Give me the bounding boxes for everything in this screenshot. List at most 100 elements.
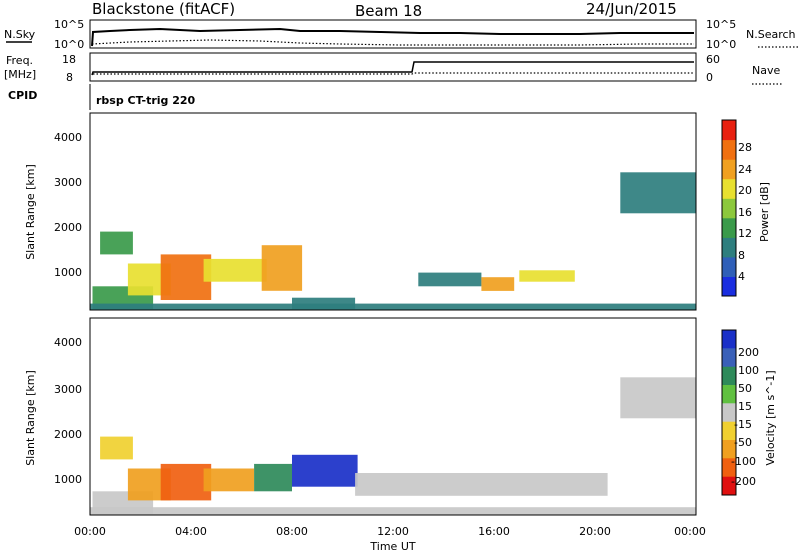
power-colorbar-swatch-0: [722, 276, 736, 297]
velocity-colorbar-swatch-0: [722, 330, 736, 349]
power-ytick-3000: 3000: [54, 176, 82, 189]
velocity-echo-region-7: [355, 473, 608, 496]
power-colorbar-swatch-1: [722, 256, 736, 277]
station-title: Blackstone (fitACF): [92, 0, 235, 18]
nsearch-tick-top: 10^5: [706, 18, 736, 31]
x-axis-title: Time UT: [369, 540, 415, 553]
freq-label-line2: [MHz]: [4, 68, 36, 81]
nave-trace: [93, 72, 694, 75]
velocity-cbar-tick-neg15: -15: [734, 418, 752, 431]
nsky-tick-bottom: 10^0: [54, 38, 84, 51]
date-title: 24/Jun/2015: [586, 0, 677, 18]
velocity-colorbar-swatch-5: [722, 421, 736, 441]
velocity-colorbar-swatch-2: [722, 366, 736, 386]
power-echo-region-0: [100, 231, 133, 255]
velocity-echo-region-4: [203, 468, 255, 492]
velocity-cells: [90, 377, 697, 515]
nsky-label: N.Sky: [4, 28, 36, 41]
power-ytick-1000: 1000: [54, 266, 82, 279]
freq-tick-top: 18: [62, 53, 76, 66]
cpid-label: CPID: [8, 89, 37, 102]
x-axis: 00:00 04:00 08:00 12:00 16:00 20:00 00:0…: [74, 525, 706, 553]
nave-label: Nave: [752, 64, 780, 77]
cpid-text: rbsp CT-trig 220: [96, 94, 196, 107]
velocity-colorbar-swatch-1: [722, 348, 736, 368]
power-cbar-tick-28: 28: [738, 141, 752, 154]
power-echo-region-10: [620, 172, 697, 214]
freq-panel-frame: [89, 52, 697, 82]
velocity-ytick-1000: 1000: [54, 473, 82, 486]
power-panel-frame: [89, 112, 697, 311]
x-tick-0000: 00:00: [74, 525, 106, 538]
freq-label-line1: Freq.: [6, 54, 33, 67]
power-echo-region-9: [519, 270, 575, 282]
power-ytick-2000: 2000: [54, 221, 82, 234]
velocity-echo-region-8: [620, 377, 697, 419]
velocity-cbar-tick-neg200: -200: [731, 475, 756, 488]
power-ylabel: Slant Range [km]: [24, 164, 37, 260]
velocity-cbar-tick-neg50: -50: [734, 436, 752, 449]
velocity-colorbar-label: Velocity [m s^-1]: [764, 370, 777, 465]
x-tick-2400: 00:00: [674, 525, 706, 538]
power-cbar-tick-16: 16: [738, 206, 752, 219]
power-colorbar-frame: [721, 119, 737, 297]
power-colorbar-swatch-6: [722, 159, 736, 180]
velocity-ytick-3000: 3000: [54, 383, 82, 396]
velocity-colorbar-swatch-7: [722, 458, 736, 478]
velocity-echo-region-6: [292, 454, 358, 487]
x-tick-2000: 20:00: [579, 525, 611, 538]
power-colorbar-swatch-7: [722, 139, 736, 160]
nsearch-tick-bottom: 10^0: [706, 38, 736, 51]
power-cbar-tick-20: 20: [738, 184, 752, 197]
nsearch-trace: [91, 39, 694, 46]
velocity-colorbar: [721, 329, 737, 496]
power-echo-region-7: [418, 272, 482, 287]
power-echo-region-11: [90, 303, 696, 310]
velocity-echo-region-5: [254, 463, 292, 492]
power-cbar-tick-4: 4: [738, 270, 745, 283]
power-echo-region-6: [292, 297, 356, 310]
velocity-cbar-tick-200: 200: [738, 346, 759, 359]
power-cbar-tick-24: 24: [738, 163, 752, 176]
power-colorbar-swatch-8: [722, 120, 736, 141]
velocity-colorbar-swatch-3: [722, 385, 736, 404]
power-colorbar: [721, 119, 737, 297]
velocity-panel-frame: [89, 317, 697, 516]
freq-trace: [91, 61, 694, 76]
nsearch-label: N.Search: [746, 28, 796, 41]
velocity-panel: Slant Range [km] 1000 2000 3000 4000 Vel…: [24, 317, 777, 516]
nsky-tick-top: 10^5: [54, 18, 84, 31]
velocity-cbar-tick-15: 15: [738, 400, 752, 413]
nsky-panel-frame: [89, 19, 697, 49]
power-echo-region-4: [203, 258, 267, 282]
power-cells: [90, 172, 697, 310]
power-echo-region-3: [160, 254, 212, 300]
velocity-ylabel: Slant Range [km]: [24, 370, 37, 466]
power-colorbar-swatch-4: [722, 198, 736, 219]
power-colorbar-swatch-5: [722, 178, 736, 199]
beam-title: Beam 18: [355, 2, 422, 20]
power-ytick-4000: 4000: [54, 131, 82, 144]
velocity-colorbar-swatch-4: [722, 403, 736, 423]
power-echo-region-8: [481, 277, 515, 291]
velocity-ytick-4000: 4000: [54, 336, 82, 349]
velocity-echo-region-9: [90, 507, 696, 515]
x-tick-0800: 08:00: [276, 525, 308, 538]
velocity-colorbar-swatch-8: [722, 476, 736, 496]
velocity-echo-region-0: [100, 436, 133, 460]
power-cbar-tick-8: 8: [738, 249, 745, 262]
x-tick-0400: 04:00: [175, 525, 207, 538]
power-echo-region-5: [261, 245, 303, 291]
power-cbar-tick-12: 12: [738, 227, 752, 240]
x-tick-1600: 16:00: [478, 525, 510, 538]
velocity-echo-region-3: [160, 463, 212, 501]
velocity-colorbar-frame: [721, 329, 737, 496]
power-panel: Slant Range [km] 1000 2000 3000 4000 Pow…: [24, 112, 771, 311]
velocity-cbar-tick-neg100: -100: [731, 455, 756, 468]
power-colorbar-swatch-3: [722, 217, 736, 238]
velocity-cbar-tick-100: 100: [738, 364, 759, 377]
freq-tick-bottom: 8: [66, 71, 73, 84]
velocity-colorbar-swatch-6: [722, 440, 736, 459]
